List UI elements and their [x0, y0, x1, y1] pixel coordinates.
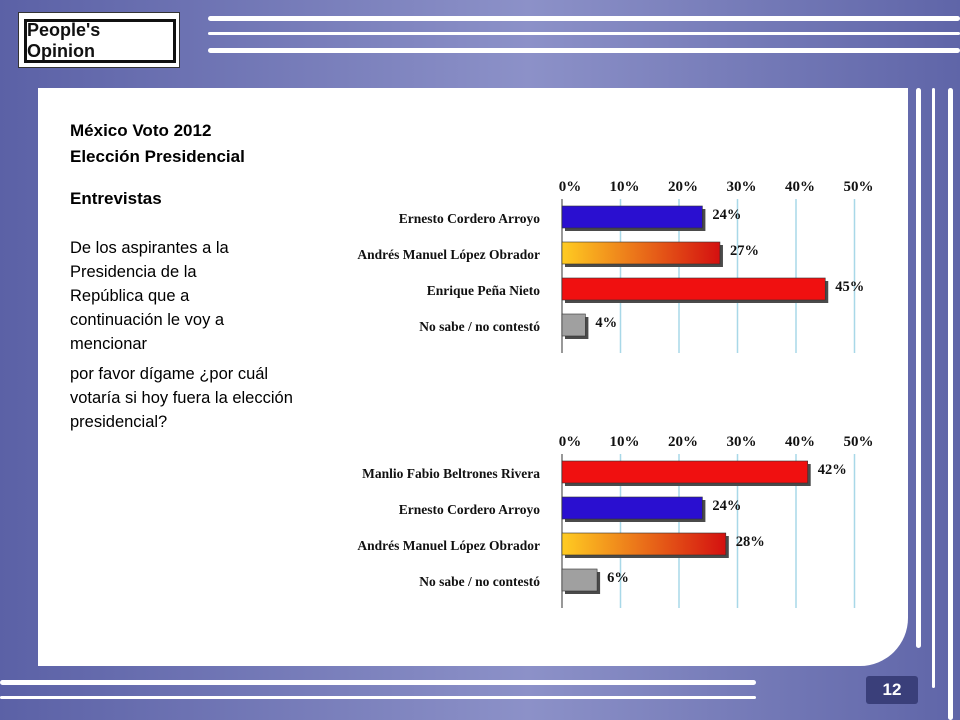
x-tick-label: 10%	[610, 434, 640, 450]
x-tick-label: 20%	[668, 179, 698, 195]
page-number: 12	[866, 676, 918, 704]
category-label: Manlio Fabio Beltrones Rivera	[362, 466, 540, 481]
intro-text: México Voto 2012 Elección Presidencial E…	[70, 118, 295, 434]
bar	[561, 496, 703, 520]
footer-stripe	[0, 680, 756, 685]
header-stripe	[208, 48, 960, 53]
x-tick-label: 50%	[844, 179, 874, 195]
bar	[561, 241, 721, 265]
chart-2: 0% 10% 20% 30% 40% 50% Manlio Fabio Beltrones …	[357, 434, 874, 608]
data-label: 28%	[736, 534, 765, 550]
x-tick-label: 0%	[559, 179, 582, 195]
bar	[561, 532, 727, 556]
side-stripe	[932, 88, 935, 688]
content-panel	[38, 88, 908, 666]
bar	[561, 460, 808, 484]
category-label: Andrés Manuel López Obrador	[357, 247, 540, 262]
x-tick-label: 30%	[727, 434, 757, 450]
data-label: 42%	[818, 462, 847, 478]
data-label: 6%	[607, 570, 629, 586]
bar	[561, 277, 826, 301]
category-label: Ernesto Cordero Arroyo	[399, 502, 540, 517]
side-stripe	[948, 88, 953, 720]
title-line-1: México Voto 2012	[70, 121, 212, 140]
question-part-1: De los aspirantes a la Presidencia de la…	[70, 239, 229, 353]
question-part-2: por favor dígame ¿por cuál votaría si ho…	[70, 365, 293, 431]
side-stripe	[916, 88, 921, 648]
category-label: Andrés Manuel López Obrador	[357, 538, 540, 553]
logo: People's Opinion	[18, 12, 180, 68]
bar	[561, 568, 598, 592]
x-tick-label: 10%	[610, 179, 640, 195]
data-label: 27%	[730, 243, 759, 259]
category-label: Enrique Peña Nieto	[427, 283, 540, 298]
x-tick-label: 50%	[844, 434, 874, 450]
x-tick-label: 30%	[727, 179, 757, 195]
data-label: 45%	[835, 279, 864, 295]
category-label: No sabe / no contestó	[419, 574, 540, 589]
charts-area: 0% 10% 20% 30% 40% 50% Ernesto Cordero Arroyo 2…	[300, 165, 900, 608]
header-stripe	[208, 32, 960, 35]
logo-text: People's Opinion	[24, 19, 176, 63]
title-line-2: Elección Presidencial	[70, 147, 245, 166]
data-label: 24%	[712, 498, 741, 514]
x-tick-label: 0%	[559, 434, 582, 450]
category-label: Ernesto Cordero Arroyo	[399, 211, 540, 226]
category-label: No sabe / no contestó	[419, 319, 540, 334]
chart-1: 0% 10% 20% 30% 40% 50% Ernesto Cordero Arroyo 2…	[357, 179, 874, 353]
bar	[561, 205, 703, 229]
x-tick-label: 20%	[668, 434, 698, 450]
header-stripe	[208, 16, 960, 21]
footer-stripe	[0, 696, 756, 699]
subtitle: Entrevistas	[70, 189, 162, 208]
bar	[561, 313, 586, 337]
x-tick-label: 40%	[785, 179, 815, 195]
data-label: 24%	[712, 207, 741, 223]
data-label: 4%	[595, 315, 617, 331]
x-tick-label: 40%	[785, 434, 815, 450]
